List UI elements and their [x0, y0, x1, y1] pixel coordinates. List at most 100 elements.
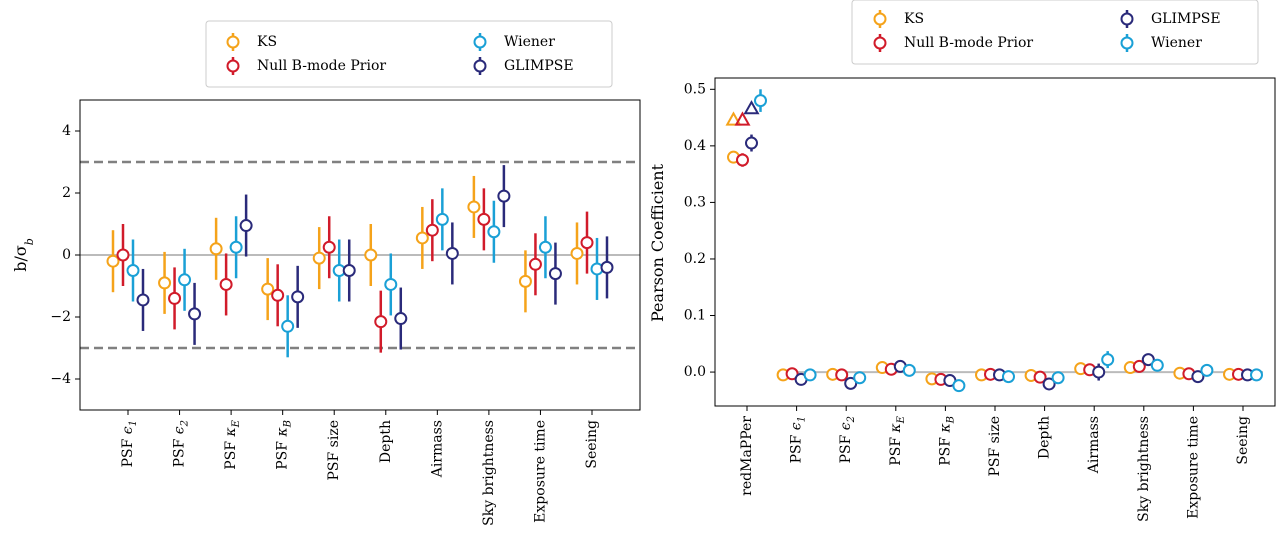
right-y-tick-label: 0.4 [684, 138, 706, 154]
left-x-tick-label: PSF size [326, 420, 342, 481]
right-x-tick-label: PSF ϵ2 [838, 416, 857, 463]
left-ks-point [312, 251, 326, 265]
right-ks-triangle-marker [725, 111, 742, 126]
legend-marker-ks [226, 35, 240, 49]
legend-item-null-b-mode-prior: Null B-mode Prior [873, 34, 1033, 52]
right-y-tick-label: 0.2 [684, 251, 706, 267]
left-null-b-mode-prior-point [168, 291, 182, 305]
left-ks-point [415, 231, 429, 245]
right-null-b-mode-prior-point [835, 368, 849, 382]
right-glimpse-point [1042, 377, 1056, 391]
left-glimpse-point [600, 260, 614, 274]
left-legend: KS Null B-mode Prior Wiener GLIMPSE [205, 20, 613, 88]
right-x-tick-label: Sky brightness [1136, 416, 1152, 522]
legend-item-glimpse: GLIMPSE [473, 57, 574, 75]
legend-marker-glimpse [1120, 12, 1134, 26]
left-wiener-point [126, 264, 140, 277]
left-x-tick-label: Depth [378, 420, 394, 463]
left-y-axis-label: b/σb [11, 238, 36, 272]
left-ks-point [467, 200, 481, 214]
right-wiener-point [902, 363, 916, 377]
left-glimpse-point [342, 264, 356, 277]
right-y-tick-label: 0.0 [684, 364, 706, 380]
left-legend-frame [205, 20, 613, 88]
right-plot-frame [714, 77, 1276, 407]
right-null-b-mode-prior-point [785, 367, 799, 381]
right-null-b-mode-prior-point [736, 153, 749, 167]
left-x-tick-label: Airmass [429, 420, 445, 478]
left-glimpse-point [548, 267, 562, 281]
left-wiener-point [229, 240, 243, 254]
left-x-tick-label: PSF κB [275, 420, 294, 470]
right-glimpse-point [745, 136, 758, 150]
right-glimpse-point [844, 376, 858, 390]
left-null-b-mode-prior-point [477, 212, 491, 226]
legend-item-ks: KS [226, 33, 277, 51]
legend-label-glimpse: GLIMPSE [504, 58, 574, 74]
right-legend: KS Null B-mode Prior GLIMPSE Wiener [851, 0, 1259, 65]
left-null-b-mode-prior-point [219, 277, 233, 291]
right-chart: KS Null B-mode Prior GLIMPSE Wiener 0.0 0.1 0… [648, 0, 1276, 522]
left-wiener-point [178, 273, 192, 287]
left-glimpse-point [394, 312, 408, 326]
left-x-tick-label: Sky brightness [481, 420, 497, 526]
left-ks-point [364, 248, 378, 262]
left-x-tick-label: PSF ϵ1 [120, 420, 139, 467]
left-glimpse-point [188, 307, 202, 321]
left-glimpse-point [445, 246, 459, 260]
right-wiener-point [754, 94, 767, 108]
legend-marker-null-b-mode-prior [873, 36, 887, 50]
right-wiener-point [1002, 370, 1015, 384]
right-glimpse-point [1191, 370, 1205, 384]
legend-item-wiener: Wiener [473, 33, 555, 51]
left-ks-point [106, 254, 120, 268]
left-glimpse-point [239, 219, 253, 233]
legend-item-null-b-mode-prior: Null B-mode Prior [226, 57, 386, 75]
left-wiener-point [281, 319, 295, 333]
left-wiener-point [384, 277, 398, 291]
right-x-tick-label: PSF κB [937, 416, 956, 466]
legend-item-glimpse: GLIMPSE [1120, 10, 1221, 28]
right-y-tick-label: 0.5 [684, 81, 706, 97]
left-x-tick-label: PSF ϵ2 [172, 420, 191, 467]
right-null-b-mode-prior-point [1033, 370, 1047, 384]
right-x-tick-label: PSF size [987, 416, 1003, 477]
right-x-tick-label: PSF κE [888, 415, 907, 465]
left-y-tick-label: 2 [62, 185, 71, 201]
legend-item-wiener: Wiener [1120, 34, 1202, 52]
right-y-axis-label: Pearson Coefficient [648, 163, 667, 322]
right-wiener-point [1101, 353, 1115, 367]
legend-marker-wiener [1120, 36, 1134, 50]
right-x-tick-label: Seeing [1235, 416, 1251, 465]
left-wiener-point [538, 240, 552, 254]
left-x-tick-label: Exposure time [532, 420, 548, 523]
left-y-tick-label: 4 [62, 123, 71, 139]
left-x-tick-label: Seeing [584, 420, 600, 469]
right-x-tick-label: Airmass [1086, 416, 1102, 474]
right-glimpse-point [1092, 365, 1106, 379]
legend-marker-null-b-mode-prior [226, 59, 240, 73]
legend-label-ks: KS [904, 11, 924, 27]
left-ks-point [518, 274, 532, 288]
left-y-tick-label: −4 [50, 371, 71, 387]
left-null-b-mode-prior-point [271, 288, 285, 302]
left-wiener-point [487, 225, 501, 239]
left-glimpse-point [497, 189, 511, 203]
left-null-b-mode-prior-point [528, 257, 542, 271]
left-null-b-mode-prior-point [425, 223, 439, 237]
legend-label-null-b-mode-prior: Null B-mode Prior [904, 35, 1033, 51]
right-x-tick-label: Exposure time [1185, 416, 1201, 519]
right-y-tick-label: 0.3 [684, 194, 706, 210]
right-wiener-point [1150, 358, 1164, 372]
right-x-tick-label: redMaPPer [739, 416, 755, 496]
left-ks-point [570, 246, 584, 260]
legend-label-wiener: Wiener [504, 34, 555, 50]
left-glimpse-point [136, 293, 150, 307]
left-x-tick-label: PSF κE [223, 419, 242, 469]
left-ks-point [261, 282, 275, 296]
right-null-b-mode-prior-point [1132, 359, 1146, 373]
right-wiener-point [1250, 368, 1263, 382]
left-null-b-mode-prior-point [322, 240, 336, 254]
right-wiener-point [1200, 363, 1214, 377]
